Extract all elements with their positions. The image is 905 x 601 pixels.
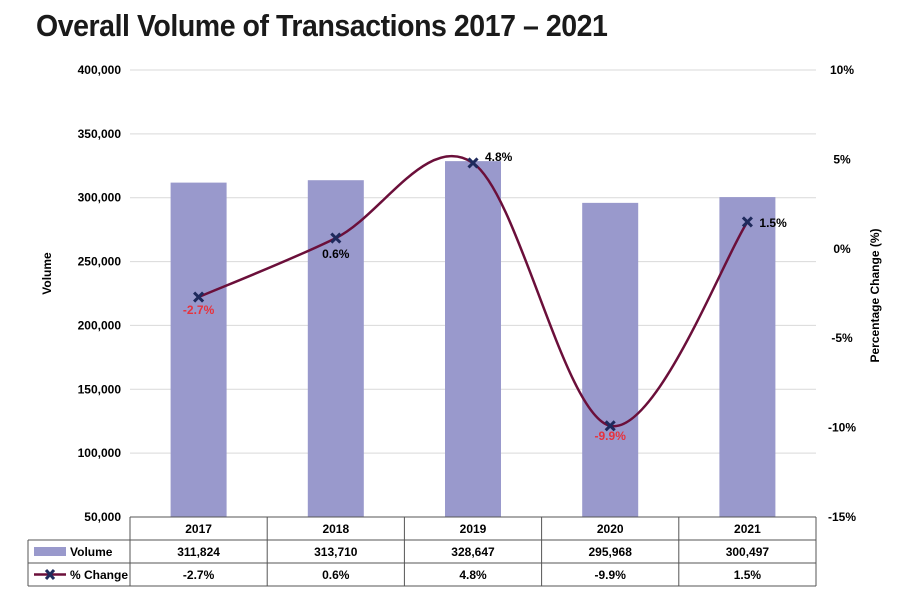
marker-stroke <box>330 232 342 244</box>
chart-title: Overall Volume of Transactions 2017 – 20… <box>36 8 608 43</box>
y2-tick-label: -15% <box>828 510 856 524</box>
y-tick-label: 300,000 <box>78 191 122 205</box>
marker-stroke <box>467 157 479 169</box>
y-axis-title: Volume <box>40 252 54 295</box>
legend-key-volume <box>34 547 66 556</box>
point-marker <box>741 216 753 228</box>
y-tick-label: 250,000 <box>78 255 122 269</box>
y-tick-label: 400,000 <box>78 63 122 77</box>
point-marker <box>604 420 616 432</box>
table-cell-pct: 0.6% <box>322 568 350 582</box>
table-cell-volume: 300,497 <box>726 545 770 559</box>
y-tick-label: 350,000 <box>78 127 122 141</box>
legend-label-volume: Volume <box>70 545 113 559</box>
marker-stroke <box>604 420 616 432</box>
point-marker <box>330 232 342 244</box>
bar-2018 <box>307 180 364 517</box>
bar-2019 <box>445 161 501 517</box>
x-tick-label: 2017 <box>185 522 212 536</box>
bar-2021 <box>719 197 776 518</box>
data-label: 4.8% <box>485 150 513 164</box>
point-marker <box>467 157 479 169</box>
y2-tick-label: 10% <box>830 63 854 77</box>
table-cell-pct: 1.5% <box>734 568 762 582</box>
table-cell-volume: 313,710 <box>314 545 358 559</box>
table-cell-pct: -9.9% <box>595 568 627 582</box>
data-label: -9.9% <box>595 429 627 443</box>
y2-tick-label: 5% <box>833 152 851 166</box>
x-tick-label: 2019 <box>460 522 487 536</box>
y2-axis-title: Percentage Change (%) <box>868 228 882 362</box>
bar-2017 <box>170 182 227 517</box>
y-tick-label: 50,000 <box>84 510 121 524</box>
marker-stroke <box>193 291 205 303</box>
x-tick-label: 2020 <box>597 522 624 536</box>
table-cell-volume: 311,824 <box>177 545 220 559</box>
y-tick-label: 150,000 <box>78 382 122 396</box>
table-cell-volume: 328,647 <box>451 545 495 559</box>
y2-tick-label: 0% <box>833 242 851 256</box>
y-tick-label: 200,000 <box>78 318 122 332</box>
x-tick-label: 2021 <box>734 522 761 536</box>
data-label: -2.7% <box>183 303 215 317</box>
legend-label-pct: % Change <box>70 568 128 582</box>
pct-change-line <box>198 154 749 428</box>
y2-tick-label: -5% <box>831 331 853 345</box>
table-cell-pct: 4.8% <box>459 568 487 582</box>
x-tick-label: 2018 <box>322 522 349 536</box>
bar-2020 <box>582 202 639 518</box>
point-marker <box>193 291 205 303</box>
y-tick-label: 100,000 <box>78 446 122 460</box>
legend-key-pct-marker <box>44 569 56 580</box>
data-label: 0.6% <box>322 247 350 261</box>
marker-stroke <box>741 216 753 228</box>
y2-tick-label: -10% <box>828 421 856 435</box>
table-cell-volume: 295,968 <box>589 545 633 559</box>
data-label: 1.5% <box>759 216 787 230</box>
table-cell-pct: -2.7% <box>183 568 215 582</box>
